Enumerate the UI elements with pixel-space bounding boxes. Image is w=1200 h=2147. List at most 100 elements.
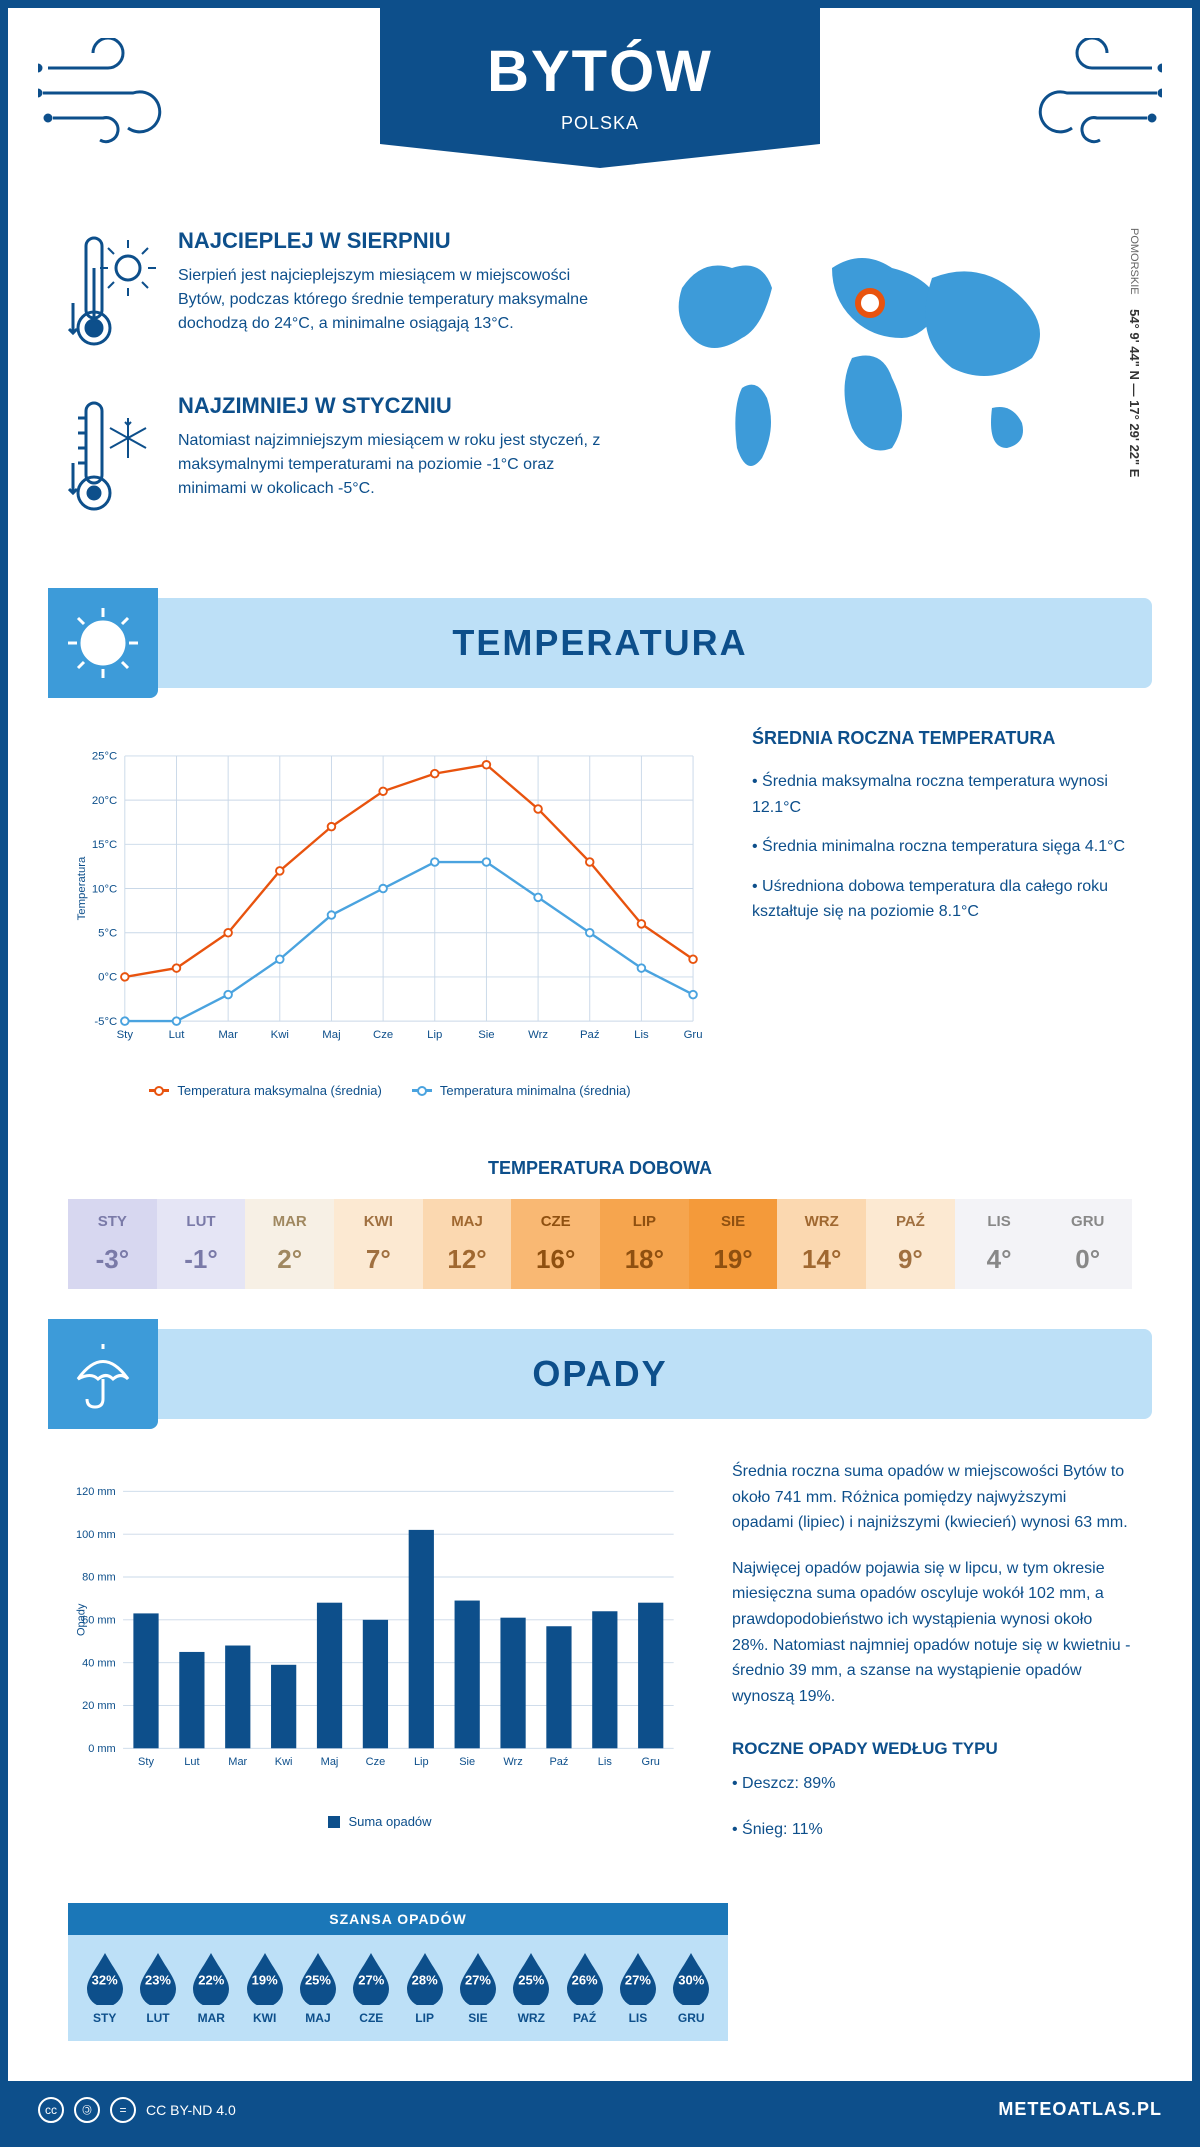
legend-min-label: Temperatura minimalna (średnia) <box>440 1083 631 1098</box>
daily-value: 7° <box>334 1244 423 1275</box>
svg-text:Opady: Opady <box>76 1603 88 1636</box>
svg-text:Wrz: Wrz <box>503 1756 522 1768</box>
svg-text:Maj: Maj <box>321 1756 339 1768</box>
chance-month: PAŹ <box>563 2011 607 2025</box>
svg-text:Lis: Lis <box>634 1029 649 1041</box>
svg-text:Paź: Paź <box>580 1029 600 1041</box>
daily-cell: SIE 19° <box>689 1199 778 1289</box>
chance-value: 19% <box>252 1973 278 1988</box>
chance-value: 30% <box>678 1973 704 1988</box>
daily-cell: MAR 2° <box>245 1199 334 1289</box>
chance-month: WRZ <box>509 2011 553 2025</box>
daily-value: 2° <box>245 1244 334 1275</box>
svg-text:Lis: Lis <box>598 1756 613 1768</box>
temperature-info: ŚREDNIA ROCZNA TEMPERATURA • Średnia mak… <box>752 728 1132 1098</box>
svg-text:25°C: 25°C <box>92 751 117 763</box>
temperature-content: -5°C0°C5°C10°C15°C20°C25°CStyLutMarKwiMa… <box>8 688 1192 1138</box>
raindrop-icon: 25% <box>509 1951 553 2005</box>
svg-text:Kwi: Kwi <box>275 1756 293 1768</box>
raindrop-icon: 27% <box>616 1951 660 2005</box>
svg-text:Kwi: Kwi <box>271 1029 289 1041</box>
coordinates: POMORSKIE 54° 9' 44" N — 17° 29' 22" E <box>1127 228 1142 477</box>
daily-month: MAR <box>245 1213 334 1230</box>
precip-legend: Suma opadów <box>68 1814 692 1829</box>
footer-license: cc 🄯 = CC BY-ND 4.0 <box>38 2097 236 2123</box>
daily-value: 19° <box>689 1244 778 1275</box>
svg-text:Gru: Gru <box>642 1756 660 1768</box>
svg-text:Temperatura: Temperatura <box>76 856 88 920</box>
chance-item: 26% PAŹ <box>563 1951 607 2025</box>
chance-value: 27% <box>465 1973 491 1988</box>
chance-value: 27% <box>358 1973 384 1988</box>
svg-text:15°C: 15°C <box>92 839 117 851</box>
raindrop-icon: 23% <box>136 1951 180 2005</box>
chance-item: 25% WRZ <box>509 1951 553 2025</box>
svg-text:80 mm: 80 mm <box>82 1572 116 1584</box>
chance-item: 19% KWI <box>243 1951 287 2025</box>
raindrop-icon: 26% <box>563 1951 607 2005</box>
daily-cell: LIP 18° <box>600 1199 689 1289</box>
daily-month: LIS <box>955 1213 1044 1230</box>
umbrella-icon <box>48 1319 158 1429</box>
svg-text:Maj: Maj <box>322 1029 340 1041</box>
svg-text:5°C: 5°C <box>98 928 117 940</box>
coldest-block: NAJZIMNIEJ W STYCZNIU Natomiast najzimni… <box>68 393 612 528</box>
daily-cell: WRZ 14° <box>777 1199 866 1289</box>
coords-value: 54° 9' 44" N — 17° 29' 22" E <box>1127 309 1142 477</box>
svg-text:120 mm: 120 mm <box>76 1486 116 1498</box>
hottest-text: NAJCIEPLEJ W SIERPNIU Sierpień jest najc… <box>178 228 612 363</box>
temp-bullet-1: • Średnia minimalna roczna temperatura s… <box>752 834 1132 860</box>
raindrop-icon: 30% <box>669 1951 713 2005</box>
hottest-title: NAJCIEPLEJ W SIERPNIU <box>178 228 612 254</box>
chance-title: SZANSA OPADÓW <box>68 1903 728 1935</box>
temp-info-title: ŚREDNIA ROCZNA TEMPERATURA <box>752 728 1132 749</box>
legend-min: Temperatura minimalna (średnia) <box>412 1083 631 1098</box>
chance-item: 25% MAJ <box>296 1951 340 2025</box>
chance-month: MAR <box>189 2011 233 2025</box>
chance-item: 23% LUT <box>136 1951 180 2025</box>
precip-type-0: • Deszcz: 89% <box>732 1771 1132 1797</box>
hottest-desc: Sierpień jest najcieplejszym miesiącem w… <box>178 264 612 336</box>
license-text: CC BY-ND 4.0 <box>146 2102 236 2118</box>
daily-cell: LUT -1° <box>157 1199 246 1289</box>
chance-item: 27% SIE <box>456 1951 500 2025</box>
daily-value: 4° <box>955 1244 1044 1275</box>
daily-temp-title: TEMPERATURA DOBOWA <box>8 1158 1192 1179</box>
wind-icon-right <box>1012 38 1162 153</box>
precip-type-1: • Śnieg: 11% <box>732 1817 1132 1843</box>
svg-text:Lut: Lut <box>169 1029 186 1041</box>
svg-text:20°C: 20°C <box>92 795 117 807</box>
raindrop-icon: 25% <box>296 1951 340 2005</box>
cc-icon: cc <box>38 2097 64 2123</box>
country-name: POLSKA <box>380 113 820 134</box>
chance-month: LIP <box>403 2011 447 2025</box>
chance-month: GRU <box>669 2011 713 2025</box>
precipitation-banner: OPADY <box>48 1329 1152 1419</box>
chance-value: 27% <box>625 1973 651 1988</box>
chance-month: KWI <box>243 2011 287 2025</box>
chance-value: 26% <box>572 1973 598 1988</box>
svg-text:Cze: Cze <box>373 1029 393 1041</box>
chance-item: 28% LIP <box>403 1951 447 2025</box>
daily-cell: GRU 0° <box>1043 1199 1132 1289</box>
daily-cell: KWI 7° <box>334 1199 423 1289</box>
svg-text:10°C: 10°C <box>92 883 117 895</box>
chance-month: SIE <box>456 2011 500 2025</box>
svg-text:0°C: 0°C <box>98 972 117 984</box>
thermometer-snow-icon <box>68 393 158 528</box>
precipitation-info: Średnia roczna suma opadów w miejscowośc… <box>732 1459 1132 1863</box>
temp-bullet-2: • Uśredniona dobowa temperatura dla całe… <box>752 874 1132 925</box>
daily-month: LIP <box>600 1213 689 1230</box>
legend-sum: Suma opadów <box>328 1814 431 1829</box>
precipitation-chart: 0 mm20 mm40 mm60 mm80 mm100 mm120 mmOpad… <box>68 1459 692 1863</box>
temperature-title: TEMPERATURA <box>452 622 747 664</box>
daily-cell: LIS 4° <box>955 1199 1044 1289</box>
daily-cell: PAŹ 9° <box>866 1199 955 1289</box>
chance-value: 23% <box>145 1973 171 1988</box>
daily-month: MAJ <box>423 1213 512 1230</box>
precipitation-chance: SZANSA OPADÓW 32% STY 23% LUT 22% MAR 19… <box>68 1903 728 2041</box>
raindrop-icon: 28% <box>403 1951 447 2005</box>
daily-temp-table: STY -3° LUT -1° MAR 2° KWI 7° MAJ 12° CZ… <box>68 1199 1132 1289</box>
daily-cell: STY -3° <box>68 1199 157 1289</box>
svg-text:Mar: Mar <box>218 1029 238 1041</box>
